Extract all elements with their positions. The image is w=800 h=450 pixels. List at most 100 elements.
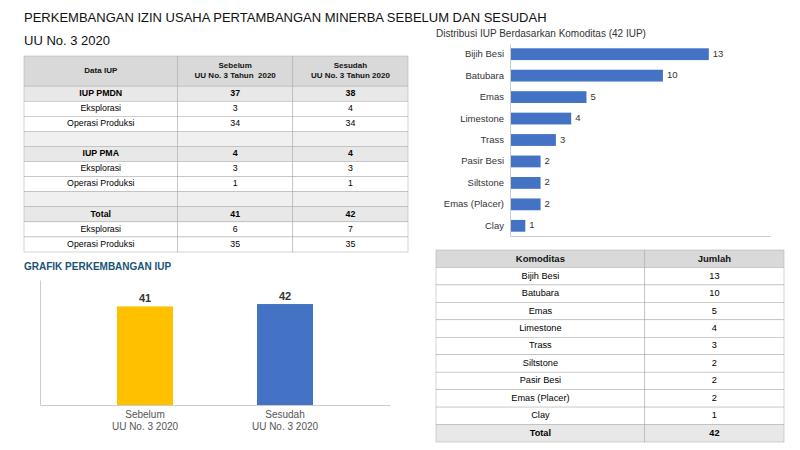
cell-value: 34 <box>230 118 240 128</box>
cell-value: 1 <box>233 178 238 188</box>
data-label: 2 <box>545 155 550 166</box>
table: Data IUPSebelumUU No. 3 Tahun 2020Sesuda… <box>24 56 408 252</box>
cell <box>24 162 178 177</box>
tick: Trass <box>481 134 510 145</box>
bar <box>257 304 313 405</box>
cell-value: 6 <box>233 224 238 234</box>
cell <box>645 320 784 337</box>
axis-line <box>40 281 41 406</box>
text-line: UU No. 3 2020 <box>252 421 319 432</box>
cell <box>293 177 408 192</box>
cell-value: 38 <box>346 88 356 98</box>
header-cell <box>24 56 178 86</box>
cell <box>645 355 784 372</box>
header-text: SebelumUU No. 3 Tahun 2020 <box>195 61 277 80</box>
tick-label: Bijih Besi <box>465 48 504 59</box>
axis-line <box>41 405 391 406</box>
cell-value: 3 <box>233 103 238 113</box>
cell <box>178 162 293 177</box>
header-cell <box>178 56 293 86</box>
row-label: Eksplorasi <box>81 224 122 234</box>
cell-value: 41 <box>230 209 240 219</box>
data-label: 3 <box>560 134 565 145</box>
cell <box>24 177 178 192</box>
cell <box>645 302 784 319</box>
x-axis: SebelumUU No. 3 2020SesudahUU No. 3 2020 <box>41 405 391 432</box>
text-line: Sesudah <box>265 409 304 420</box>
cell <box>24 86 178 101</box>
text-line: Jumlah <box>698 252 731 263</box>
tick: SebelumUU No. 3 2020 <box>112 405 179 432</box>
separator-cell <box>178 192 293 207</box>
cell-value: 35 <box>230 239 240 249</box>
cell <box>293 116 408 131</box>
tick: Emas (Placer) <box>444 198 510 209</box>
data-label: 41 <box>139 292 151 304</box>
cell <box>645 372 784 389</box>
tick: Batubara <box>465 70 510 81</box>
cell <box>293 207 408 222</box>
data-label: 4 <box>575 112 580 123</box>
cell <box>178 177 293 192</box>
bar <box>510 70 663 82</box>
row-label: Eksplorasi <box>81 103 122 113</box>
tick-label: SesudahUU No. 3 2020 <box>252 409 319 432</box>
row-label: IUP PMA <box>83 148 120 158</box>
data-label: 2 <box>545 176 550 187</box>
cell <box>436 302 645 319</box>
cell <box>293 101 408 116</box>
bar <box>510 156 541 168</box>
row-label: Batubara <box>522 288 560 298</box>
tick: Siltstone <box>468 177 510 188</box>
row-label: Pasir Besi <box>520 375 561 385</box>
cell-value: 4 <box>233 148 238 158</box>
row-label: Emas (Placer) <box>511 393 569 403</box>
row-label: IUP PMDN <box>79 88 122 98</box>
cell-value: 34 <box>346 118 356 128</box>
cell <box>645 337 784 354</box>
cell <box>24 146 178 161</box>
cell <box>436 425 645 442</box>
separator-cell <box>24 131 178 146</box>
data-label: 2 <box>545 198 550 209</box>
cell <box>178 116 293 131</box>
bar <box>510 48 709 60</box>
tick: Pasir Besi <box>461 155 510 166</box>
cell <box>645 407 784 424</box>
row-label: Total <box>530 428 551 438</box>
tick-label: Limestone <box>460 113 504 124</box>
cell-value: 42 <box>346 209 356 219</box>
row-label: Limestone <box>519 323 561 333</box>
text-line: Sebelum <box>125 409 164 420</box>
cell <box>436 320 645 337</box>
text-line: Data IUP <box>84 66 118 75</box>
header-cell <box>293 56 408 86</box>
horizontal-bar-chart: Distribusi IUP Berdasarkan Komoditas (42… <box>436 28 771 237</box>
cell-value: 2 <box>712 375 717 385</box>
data-label: 5 <box>590 91 595 102</box>
text-line: UU No. 3 Tahun 2020 <box>195 71 277 80</box>
cell-value: 42 <box>709 428 719 438</box>
tick: Clay <box>485 220 510 231</box>
cell <box>24 207 178 222</box>
header-text: Data IUP <box>84 66 118 75</box>
row-label: Operasi Produksi <box>67 239 135 249</box>
tick-label: Clay <box>485 220 504 231</box>
data-labels: 41 42 <box>139 290 291 304</box>
cell <box>645 390 784 407</box>
row-label: Total <box>91 209 111 219</box>
row-label: Trass <box>529 340 552 350</box>
cell-value: 37 <box>230 88 240 98</box>
cell <box>178 207 293 222</box>
cell-value: 1 <box>712 410 717 420</box>
bar <box>510 177 541 189</box>
cell-value: 10 <box>709 288 719 298</box>
y-axis <box>40 281 41 406</box>
data-label: 13 <box>713 48 724 59</box>
cell <box>436 267 645 284</box>
cell <box>436 355 645 372</box>
row-label: Clay <box>531 410 550 420</box>
cell <box>24 116 178 131</box>
data-label: 42 <box>279 290 291 302</box>
cell <box>24 237 178 252</box>
